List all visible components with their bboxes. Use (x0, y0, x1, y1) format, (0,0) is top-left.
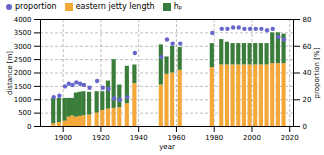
svg-text:80: 80 (303, 16, 312, 24)
html-text:hₚ: hₚ (173, 2, 183, 11)
html-text:proportion: proportion (15, 2, 57, 11)
svg-text:60: 60 (303, 42, 312, 50)
svg-text:0: 0 (303, 123, 307, 131)
svg-text:3000: 3000 (14, 42, 32, 50)
svg-text:4000: 4000 (14, 16, 32, 24)
svg-text:year: year (159, 143, 175, 151)
svg-text:1940: 1940 (130, 134, 148, 142)
svg-text:1980: 1980 (205, 134, 223, 142)
svg-text:40: 40 (303, 69, 312, 77)
svg-text:1960: 1960 (168, 134, 186, 142)
svg-text:proportion [%]: proportion [%] (313, 47, 321, 98)
svg-text:1920: 1920 (92, 134, 110, 142)
svg-text:2500: 2500 (14, 56, 32, 64)
svg-text:1900: 1900 (54, 134, 72, 142)
svg-text:0: 0 (27, 123, 31, 131)
svg-text:20: 20 (303, 96, 312, 104)
svg-text:2000: 2000 (14, 69, 32, 77)
html-text:eastern jetty length: eastern jetty length (75, 2, 155, 11)
svg-text:2000: 2000 (243, 134, 261, 142)
svg-text:500: 500 (18, 109, 31, 117)
svg-text:distance [m]: distance [m] (6, 51, 14, 95)
svg-text:1000: 1000 (14, 96, 32, 104)
svg-text:3500: 3500 (14, 29, 32, 37)
svg-text:2020: 2020 (281, 134, 299, 142)
svg-text:1500: 1500 (14, 83, 32, 91)
